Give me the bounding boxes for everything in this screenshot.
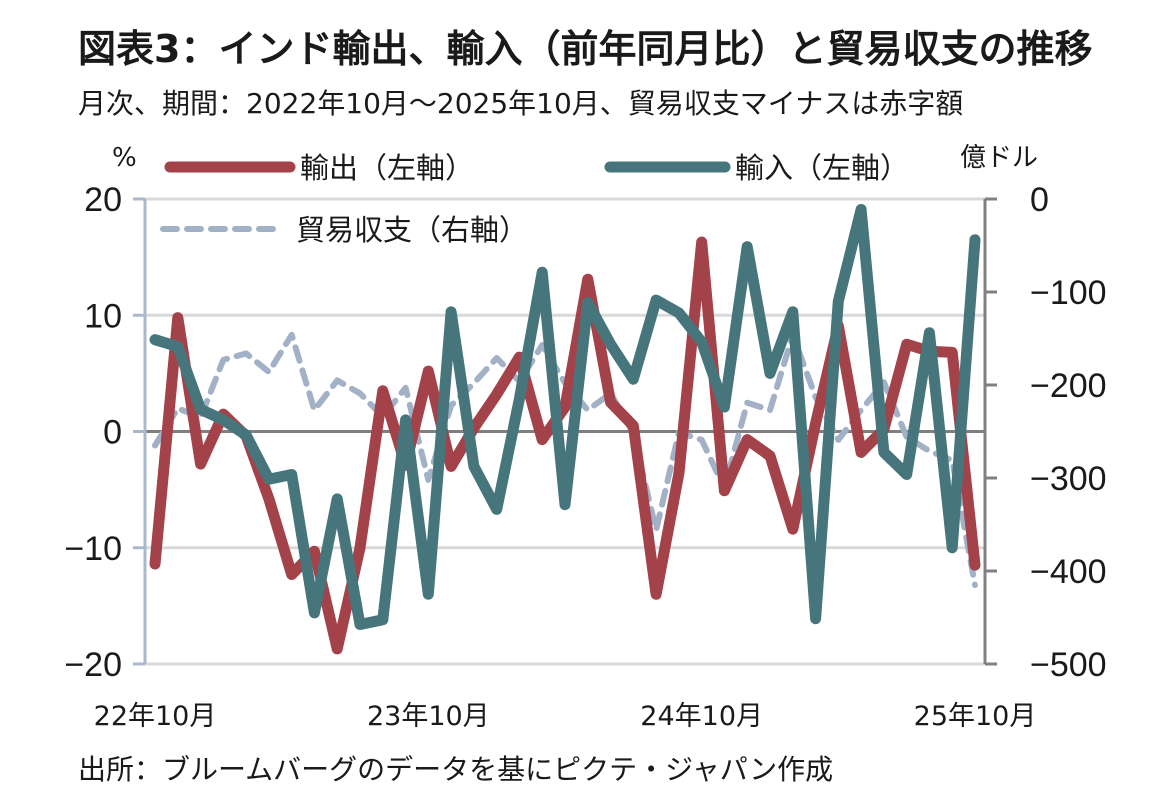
x-tick-label: 24年10月: [640, 701, 763, 732]
right-tick-label: −100: [1030, 274, 1107, 312]
right-tick-label: −200: [1030, 367, 1107, 405]
right-tick-label: −500: [1030, 646, 1107, 684]
x-tick-label: 23年10月: [367, 701, 490, 732]
right-axis-unit: 億ドル: [960, 143, 1038, 173]
right-tick-label: 0: [1030, 181, 1049, 219]
x-tick-label: 25年10月: [914, 701, 1037, 732]
left-tick-label: −10: [64, 530, 122, 568]
legend-label: 貿易収支（右軸）: [296, 213, 528, 247]
source-note: 出所：ブルームバーグのデータを基にピクテ・ジャパン作成: [78, 753, 834, 786]
left-tick-label: −20: [64, 646, 122, 684]
left-tick-label: 10: [84, 297, 122, 335]
legend-label: 輸入（左軸）: [735, 151, 909, 185]
series-line-exports: [149, 236, 981, 655]
legend: 輸出（左軸） 輸入（左軸） 貿易収支（右軸）: [160, 151, 909, 247]
chart-title: 図表3：インド輸出、輸入（前年同月比）と貿易収支の推移: [78, 27, 1093, 71]
chart-subtitle: 月次、期間：2022年10月～2025年10月、貿易収支マイナスは赤字額: [78, 87, 964, 120]
left-axis-unit: %: [112, 143, 137, 173]
right-tick-label: −300: [1030, 460, 1107, 498]
axes: [133, 197, 997, 666]
right-tick-label: −400: [1030, 553, 1107, 591]
series-lines: [149, 204, 981, 655]
x-tick-label: 22年10月: [94, 701, 217, 732]
left-tick-label: 20: [84, 181, 122, 219]
legend-label: 輸出（左軸）: [300, 151, 474, 185]
left-tick-label: 0: [103, 414, 122, 452]
